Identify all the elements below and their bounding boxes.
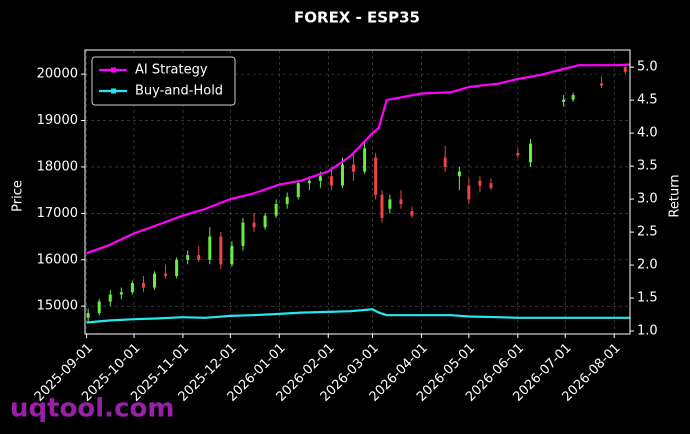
candle-body bbox=[457, 171, 461, 177]
candle-body bbox=[388, 199, 392, 209]
y2-tick-label: 1.5 bbox=[637, 291, 658, 306]
candle-body bbox=[443, 157, 447, 167]
y-axis-label: Price bbox=[11, 180, 26, 212]
y-tick-label: 15000 bbox=[37, 299, 78, 314]
legend-label: Buy-and-Hold bbox=[135, 84, 223, 99]
y-tick-label: 18000 bbox=[37, 159, 78, 174]
candle-body bbox=[274, 204, 278, 216]
candle-body bbox=[410, 211, 414, 216]
candle-body bbox=[141, 282, 145, 288]
candle-body bbox=[363, 148, 367, 172]
candle-body bbox=[263, 215, 267, 228]
candle-body bbox=[399, 199, 403, 205]
legend-label: AI Strategy bbox=[135, 63, 208, 78]
chart-title: FOREX - ESP35 bbox=[294, 9, 420, 27]
y2-axis-label: Return bbox=[668, 174, 683, 217]
candle-body bbox=[230, 245, 234, 265]
candle-body bbox=[97, 301, 101, 314]
candle-body bbox=[571, 95, 575, 100]
candle-body bbox=[197, 255, 201, 260]
candle-body bbox=[562, 99, 566, 102]
candle-body bbox=[296, 183, 300, 198]
y2-tick-label: 3.0 bbox=[637, 192, 658, 207]
legend-marker bbox=[111, 88, 116, 94]
y-tick-label: 19000 bbox=[37, 113, 78, 128]
candle-body bbox=[285, 197, 289, 205]
candle-body bbox=[623, 67, 627, 72]
candle-body bbox=[241, 222, 245, 246]
candle-body bbox=[374, 157, 378, 195]
legend-box bbox=[91, 56, 236, 106]
candle-body bbox=[516, 153, 520, 156]
candle-body bbox=[219, 236, 223, 265]
y2-tick-label: 2.5 bbox=[637, 225, 658, 240]
candle-body bbox=[318, 176, 322, 181]
candle-body bbox=[307, 180, 311, 184]
watermark: uqtool.com bbox=[10, 394, 174, 424]
y2-tick-label: 4.5 bbox=[637, 93, 658, 108]
plot-frame bbox=[84, 49, 631, 335]
line-series bbox=[86, 308, 630, 324]
candle-body bbox=[86, 313, 90, 318]
candle-body bbox=[467, 185, 471, 200]
y2-tick-label: 1.0 bbox=[637, 324, 658, 339]
y-tick-label: 20000 bbox=[37, 67, 78, 82]
candle-body bbox=[175, 259, 179, 276]
candle-body bbox=[119, 292, 123, 295]
candle-body bbox=[252, 222, 256, 228]
candle-body bbox=[340, 164, 344, 186]
y2-tick-label: 2.0 bbox=[637, 258, 658, 273]
candle-body bbox=[208, 236, 212, 260]
candle-body bbox=[489, 183, 493, 188]
candle-body bbox=[186, 255, 190, 260]
y2-tick-label: 3.5 bbox=[637, 159, 658, 174]
candle-body bbox=[528, 143, 532, 163]
y-tick-label: 17000 bbox=[37, 206, 78, 221]
candle-body bbox=[380, 194, 384, 218]
candle-body bbox=[164, 273, 168, 276]
y2-tick-label: 5.0 bbox=[637, 60, 658, 75]
candle-body bbox=[478, 180, 482, 186]
candle-body bbox=[600, 83, 604, 86]
y-tick-label: 16000 bbox=[37, 252, 78, 267]
y2-tick-label: 4.0 bbox=[637, 126, 658, 141]
candle-body bbox=[352, 164, 356, 172]
legend-marker bbox=[111, 67, 116, 73]
candle-body bbox=[130, 282, 134, 293]
candle-body bbox=[153, 273, 157, 288]
candle-body bbox=[108, 294, 112, 302]
candle-body bbox=[329, 176, 333, 186]
line-series bbox=[86, 63, 631, 255]
